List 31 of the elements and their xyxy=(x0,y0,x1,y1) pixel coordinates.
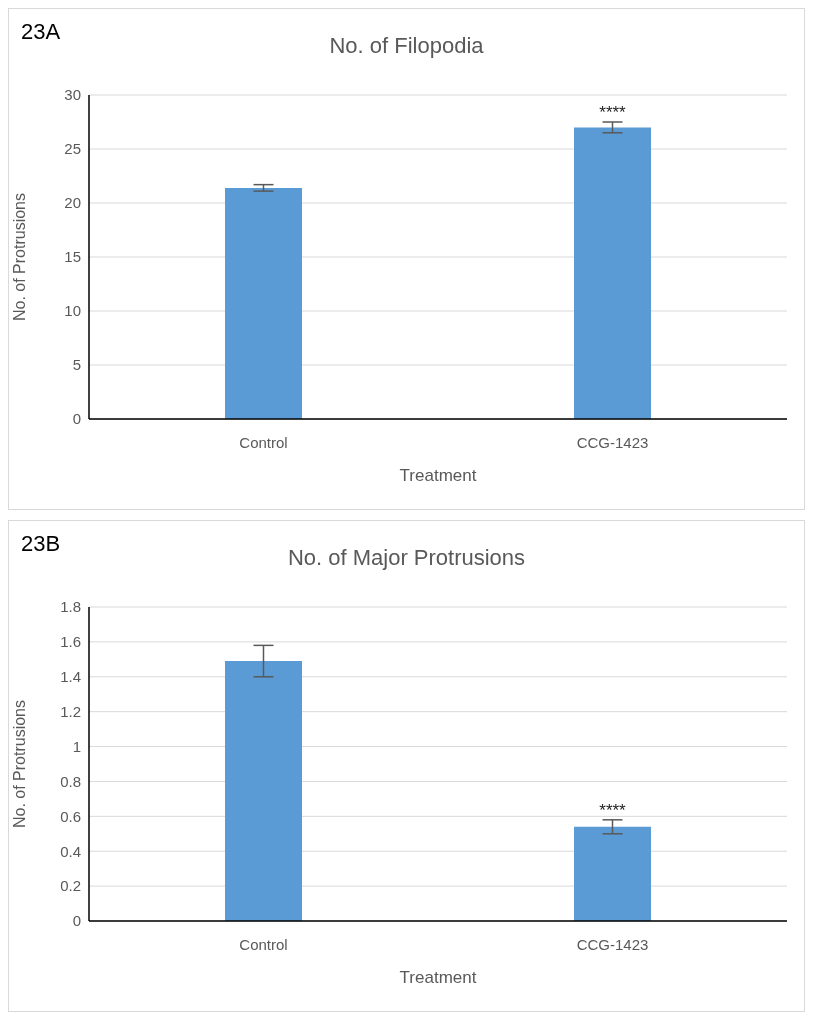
y-tick-label: 1.4 xyxy=(60,668,81,686)
y-tick-label: 10 xyxy=(64,302,81,320)
y-tick-label: 1.8 xyxy=(60,598,81,616)
x-tick-label: Control xyxy=(239,433,288,451)
y-tick-label: 0 xyxy=(72,410,81,428)
y-tick-label: 25 xyxy=(64,140,81,158)
chart-title: No. of Filopodia xyxy=(329,33,484,58)
x-axis-title: Treatment xyxy=(399,968,477,987)
y-tick-label: 0.6 xyxy=(60,807,81,825)
x-tick-label: Control xyxy=(239,935,288,953)
y-tick-label: 0.8 xyxy=(60,772,81,790)
x-tick-label: CCG-1423 xyxy=(576,935,649,953)
y-tick-label: 0.2 xyxy=(60,877,81,895)
y-tick-label: 15 xyxy=(64,248,81,266)
y-axis-title: No. of Protrusions xyxy=(10,192,28,322)
chart-title: No. of Major Protrusions xyxy=(287,545,526,570)
text: 23A xyxy=(21,19,61,45)
y-tick-label: 1.6 xyxy=(60,633,81,651)
y-axis-title: No. of Protrusions xyxy=(10,699,28,829)
text: 23B xyxy=(21,531,61,557)
y-tick-label: 30 xyxy=(64,86,81,104)
y-tick-label: 20 xyxy=(64,194,81,212)
y-tick-label: 0.4 xyxy=(60,842,81,860)
y-tick-label: 1 xyxy=(72,737,81,755)
y-tick-label: 5 xyxy=(72,356,81,374)
annotation: **** xyxy=(599,800,627,820)
y-tick-label: 0 xyxy=(72,912,81,930)
y-tick-label: 1.2 xyxy=(60,702,81,720)
x-axis-title: Treatment xyxy=(399,466,477,485)
annotation: **** xyxy=(599,103,627,122)
x-tick-label: CCG-1423 xyxy=(576,433,649,451)
